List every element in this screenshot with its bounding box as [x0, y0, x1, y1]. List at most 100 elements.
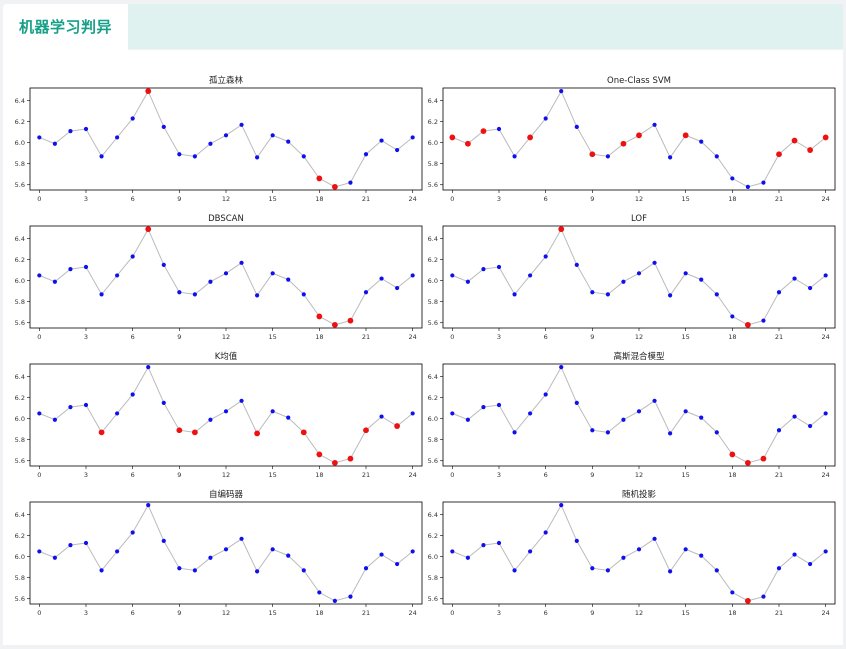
data-point [239, 536, 244, 541]
series-line [39, 90, 414, 188]
x-tick-label: 24 [409, 333, 417, 341]
x-tick-label: 15 [269, 195, 277, 203]
anomaly-point [744, 597, 751, 604]
data-point [636, 547, 642, 552]
y-tick-label: 5.6 [15, 595, 25, 603]
y-tick-label: 6.0 [15, 139, 25, 147]
data-point [761, 594, 766, 599]
x-tick-label: 6 [131, 195, 135, 203]
data-point [652, 260, 657, 265]
anomaly-point [620, 140, 627, 147]
data-point [177, 566, 182, 571]
anomaly-point [744, 321, 751, 328]
x-tick-label: 15 [682, 471, 690, 479]
x-tick-label: 3 [497, 195, 501, 203]
x-tick-label: 15 [269, 471, 277, 479]
data-point [410, 273, 415, 278]
data-point [465, 417, 470, 422]
y-tick-label: 5.6 [428, 457, 438, 465]
x-tick-label: 3 [84, 471, 88, 479]
chart-0: 孤立森林 5.6 5.8 6.0 6.2 6.4 0 3 6 9 12 15 18 21 24 [15, 75, 423, 203]
data-point [286, 415, 291, 420]
chart-title: 高斯混合模型 [613, 351, 665, 362]
data-point [683, 547, 688, 552]
data-point [239, 260, 244, 265]
tab-ml-anomaly[interactable]: 机器学习判异 [3, 4, 128, 50]
data-point [636, 409, 642, 414]
series-line [39, 228, 414, 326]
y-tick-label: 5.8 [428, 160, 438, 168]
data-point [496, 402, 502, 408]
data-point [590, 566, 595, 571]
x-tick-label: 0 [450, 471, 454, 479]
x-tick-label: 9 [590, 471, 594, 479]
x-tick-label: 0 [37, 333, 41, 341]
data-point [714, 292, 719, 297]
x-tick-label: 21 [362, 609, 370, 617]
data-point [496, 264, 502, 270]
series-line [452, 366, 827, 464]
data-point [590, 428, 595, 433]
y-tick-label: 6.2 [15, 394, 25, 402]
y-tick-label: 5.6 [428, 181, 438, 189]
y-tick-label: 5.6 [15, 319, 25, 327]
data-point [83, 402, 89, 408]
data-point [270, 547, 275, 552]
data-point [146, 365, 151, 370]
data-point [605, 430, 610, 435]
x-tick-label: 3 [84, 609, 88, 617]
data-point [410, 135, 415, 140]
chart-title: LOF [631, 214, 647, 224]
x-tick-label: 24 [822, 333, 830, 341]
data-point [379, 552, 384, 557]
x-tick-label: 15 [682, 195, 690, 203]
x-tick-label: 18 [728, 609, 736, 617]
data-point [130, 392, 135, 397]
data-point [652, 398, 657, 403]
anomaly-point [449, 134, 456, 141]
x-tick-label: 6 [544, 609, 548, 617]
data-point [668, 293, 673, 298]
x-tick-label: 15 [269, 609, 277, 617]
data-point [270, 409, 275, 414]
x-tick-label: 9 [590, 333, 594, 341]
data-point [683, 409, 688, 414]
x-tick-label: 3 [497, 333, 501, 341]
data-point [379, 276, 384, 281]
x-tick-label: 0 [37, 471, 41, 479]
data-point [792, 552, 797, 557]
y-tick-label: 6.0 [428, 139, 438, 147]
data-point [574, 262, 579, 268]
data-point [823, 411, 828, 416]
data-point [363, 152, 369, 157]
x-tick-label: 24 [822, 609, 830, 617]
data-point [68, 405, 73, 410]
x-tick-label: 6 [544, 333, 548, 341]
chart-5: 高斯混合模型 5.6 5.8 6.0 6.2 6.4 0 3 6 9 12 15 18 21 24 [428, 351, 836, 479]
x-tick-label: 18 [315, 333, 323, 341]
data-point [714, 568, 719, 573]
data-point [605, 154, 610, 159]
data-point [239, 122, 244, 127]
data-point [177, 290, 182, 295]
y-tick-label: 5.6 [15, 181, 25, 189]
data-point [301, 292, 306, 297]
x-tick-label: 6 [131, 333, 135, 341]
x-tick-label: 21 [775, 333, 783, 341]
data-point [574, 400, 579, 406]
data-point [808, 561, 813, 567]
data-point [115, 273, 120, 278]
series-line [452, 228, 827, 326]
plot-frame [442, 225, 836, 329]
anomaly-point [176, 427, 183, 434]
data-point [255, 155, 260, 160]
data-point [146, 503, 151, 508]
data-point [301, 568, 306, 573]
data-point [512, 568, 517, 573]
anomaly-point [98, 429, 105, 436]
x-tick-label: 6 [544, 471, 548, 479]
y-tick-label: 6.4 [15, 97, 25, 105]
data-point [348, 594, 353, 599]
data-point [255, 293, 260, 298]
